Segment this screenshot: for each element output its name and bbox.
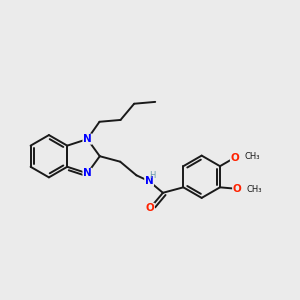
Text: H: H [149,171,155,180]
Text: N: N [145,176,154,186]
Text: CH₃: CH₃ [247,185,262,194]
Text: O: O [230,153,239,163]
Text: O: O [146,203,154,213]
Text: O: O [232,184,242,194]
Text: N: N [83,134,92,144]
Text: N: N [83,168,92,178]
Text: CH₃: CH₃ [245,152,260,161]
